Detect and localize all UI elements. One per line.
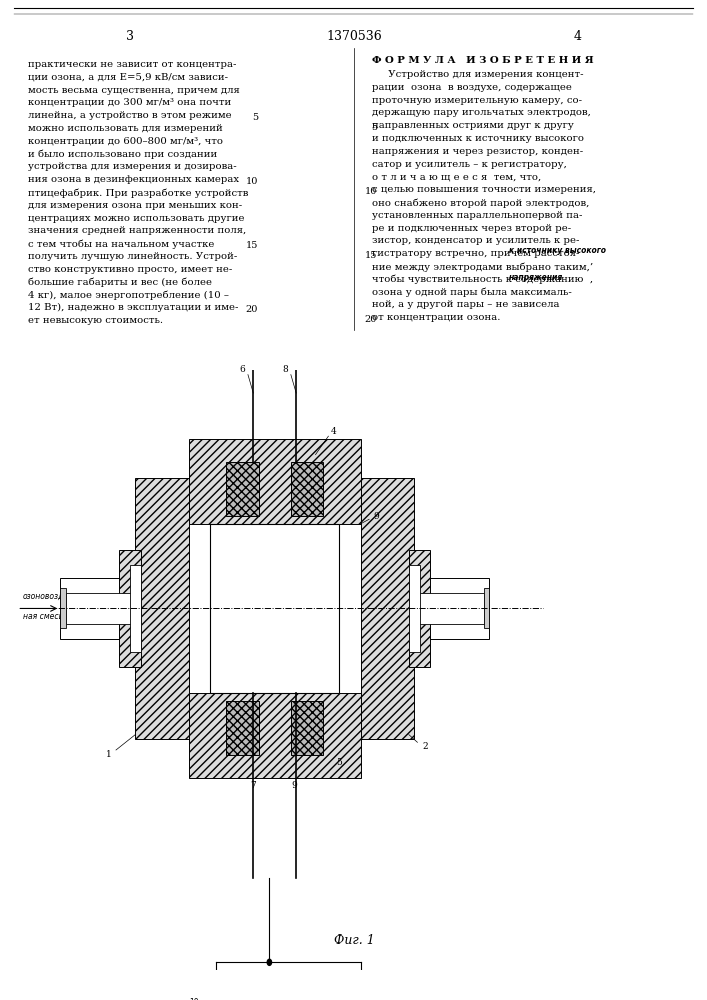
- Bar: [189, 693, 361, 778]
- Bar: [130, 565, 141, 652]
- Text: оно снабжено второй парой электродов,: оно снабжено второй парой электродов,: [372, 198, 590, 208]
- Circle shape: [530, 275, 534, 281]
- Text: 10: 10: [365, 187, 377, 196]
- Text: 1370536: 1370536: [326, 29, 382, 42]
- Bar: [291, 701, 323, 755]
- Text: 15: 15: [365, 251, 377, 260]
- Bar: [291, 462, 323, 516]
- Circle shape: [267, 959, 271, 965]
- Text: направленных остриями друг к другу: направленных остриями друг к другу: [372, 121, 574, 130]
- Text: ет невысокую стоимость.: ет невысокую стоимость.: [28, 316, 163, 325]
- Bar: [414, 593, 484, 624]
- Text: 9: 9: [291, 781, 297, 790]
- Text: с тем чтобы на начальном участке: с тем чтобы на начальном участке: [28, 239, 214, 249]
- Text: 15: 15: [245, 241, 258, 250]
- Text: установленных параллельнопервой па-: установленных параллельнопервой па-: [372, 211, 583, 220]
- Text: 4: 4: [331, 427, 337, 436]
- Circle shape: [500, 267, 504, 273]
- Text: проточную измерительную камеру, со-: проточную измерительную камеру, со-: [372, 96, 582, 105]
- Text: озона у одной пары была максималь-: озона у одной пары была максималь-: [372, 288, 572, 297]
- Text: значения средней напряженности поля,: значения средней напряженности поля,: [28, 226, 246, 235]
- Text: 4 кг), малое энергопотребление (10 –: 4 кг), малое энергопотребление (10 –: [28, 290, 229, 300]
- Text: от концентрации озона.: от концентрации озона.: [372, 313, 501, 322]
- Text: ре и подключенных через второй ре-: ре и подключенных через второй ре-: [372, 224, 571, 233]
- Text: напряжения: напряжения: [508, 273, 563, 282]
- Bar: [226, 701, 259, 755]
- Text: к источнику высокого: к источнику высокого: [508, 246, 606, 255]
- Bar: [211, 524, 339, 693]
- Bar: [226, 462, 259, 516]
- Text: большие габариты и вес (не более: большие габариты и вес (не более: [28, 278, 212, 287]
- Text: напряжения и через резистор, конден-: напряжения и через резистор, конден-: [372, 147, 583, 156]
- Text: ной, а у другой пары – не зависела: ной, а у другой пары – не зависела: [372, 300, 559, 309]
- Bar: [135, 478, 189, 739]
- Text: практически не зависит от концентра-: практически не зависит от концентра-: [28, 60, 236, 69]
- Text: озоновоздуш-: озоновоздуш-: [23, 592, 78, 601]
- Bar: [60, 578, 141, 639]
- Text: чтобы чувствительность к содержанию  ,: чтобы чувствительность к содержанию ,: [372, 275, 593, 284]
- Text: 8: 8: [283, 365, 288, 374]
- Text: концентрации до 300 мг/м³ она почти: концентрации до 300 мг/м³ она почти: [28, 98, 231, 107]
- Text: и подключенных к источнику высокого: и подключенных к источнику высокого: [372, 134, 584, 143]
- Text: ции озона, а для Е=5,9 кВ/см зависи-: ции озона, а для Е=5,9 кВ/см зависи-: [28, 73, 228, 82]
- Text: зистор, конденсатор и усилитель к ре-: зистор, конденсатор и усилитель к ре-: [372, 236, 579, 245]
- Text: о т л и ч а ю щ е е с я  тем, что,: о т л и ч а ю щ е е с я тем, что,: [372, 172, 542, 181]
- Text: 12 Вт), надежно в эксплуатации и име-: 12 Вт), надежно в эксплуатации и име-: [28, 303, 238, 312]
- Text: ния озона в дезинфекционных камерах: ния озона в дезинфекционных камерах: [28, 175, 239, 184]
- Text: линейна, а устройство в этом режиме: линейна, а устройство в этом режиме: [28, 111, 232, 120]
- Text: и было использовано при создании: и было использовано при создании: [28, 150, 217, 159]
- Bar: [409, 565, 419, 652]
- Text: рации  озона  в воздухе, содержащее: рации озона в воздухе, содержащее: [372, 83, 572, 92]
- Bar: [409, 550, 431, 667]
- Text: птицефабрик. При разработке устройств: птицефабрик. При разработке устройств: [28, 188, 248, 198]
- Bar: [203, 988, 228, 1000]
- Text: для измерения озона при меньших кон-: для измерения озона при меньших кон-: [28, 201, 242, 210]
- Bar: [119, 550, 141, 667]
- Bar: [189, 439, 361, 524]
- Text: Ф О Р М У Л А   И З О Б Р Е Т Е Н И Я: Ф О Р М У Л А И З О Б Р Е Т Е Н И Я: [372, 56, 594, 65]
- Bar: [60, 588, 66, 628]
- Text: Фиг. 1: Фиг. 1: [334, 934, 375, 946]
- Text: получить лучшую линейность. Устрой-: получить лучшую линейность. Устрой-: [28, 252, 238, 261]
- Text: 5: 5: [371, 123, 377, 132]
- Text: мость весьма существенна, причем для: мость весьма существенна, причем для: [28, 86, 240, 95]
- Text: ние между электродами выбрано таким,’: ние между электродами выбрано таким,’: [372, 262, 593, 271]
- Text: 4: 4: [574, 29, 582, 42]
- Text: 10: 10: [189, 998, 199, 1000]
- Text: с целью повышения точности измерения,: с целью повышения точности измерения,: [372, 185, 596, 194]
- Text: 2: 2: [422, 742, 428, 751]
- Text: Устройство для измерения концент-: Устройство для измерения концент-: [372, 70, 583, 79]
- Text: 1: 1: [105, 750, 112, 759]
- Text: 9: 9: [374, 512, 380, 521]
- Text: гистратору встречно, причем расстоя-: гистратору встречно, причем расстоя-: [372, 249, 579, 258]
- Text: ная смесь: ная смесь: [23, 612, 63, 621]
- Text: можно использовать для измерений: можно использовать для измерений: [28, 124, 223, 133]
- Text: центрациях можно использовать другие: центрациях можно использовать другие: [28, 214, 245, 223]
- Text: 10: 10: [245, 177, 258, 186]
- Bar: [66, 593, 135, 624]
- Bar: [409, 578, 489, 639]
- Text: 20: 20: [365, 315, 377, 324]
- Text: 5: 5: [252, 113, 258, 122]
- Text: сатор и усилитель – к регистратору,: сатор и усилитель – к регистратору,: [372, 160, 567, 169]
- Text: 20: 20: [245, 305, 258, 314]
- Text: 7: 7: [250, 781, 256, 790]
- Text: 3: 3: [126, 29, 134, 42]
- Bar: [484, 588, 489, 628]
- Text: 6: 6: [240, 365, 245, 374]
- Text: держащую пару игольчатых электродов,: держащую пару игольчатых электродов,: [372, 108, 591, 117]
- Text: ство конструктивно просто, имеет не-: ство конструктивно просто, имеет не-: [28, 265, 233, 274]
- Text: устройства для измерения и дозирова-: устройства для измерения и дозирова-: [28, 162, 237, 171]
- Text: 5: 5: [337, 758, 342, 767]
- Bar: [361, 478, 414, 739]
- Text: концентрации до 600–800 мг/м³, что: концентрации до 600–800 мг/м³, что: [28, 137, 223, 146]
